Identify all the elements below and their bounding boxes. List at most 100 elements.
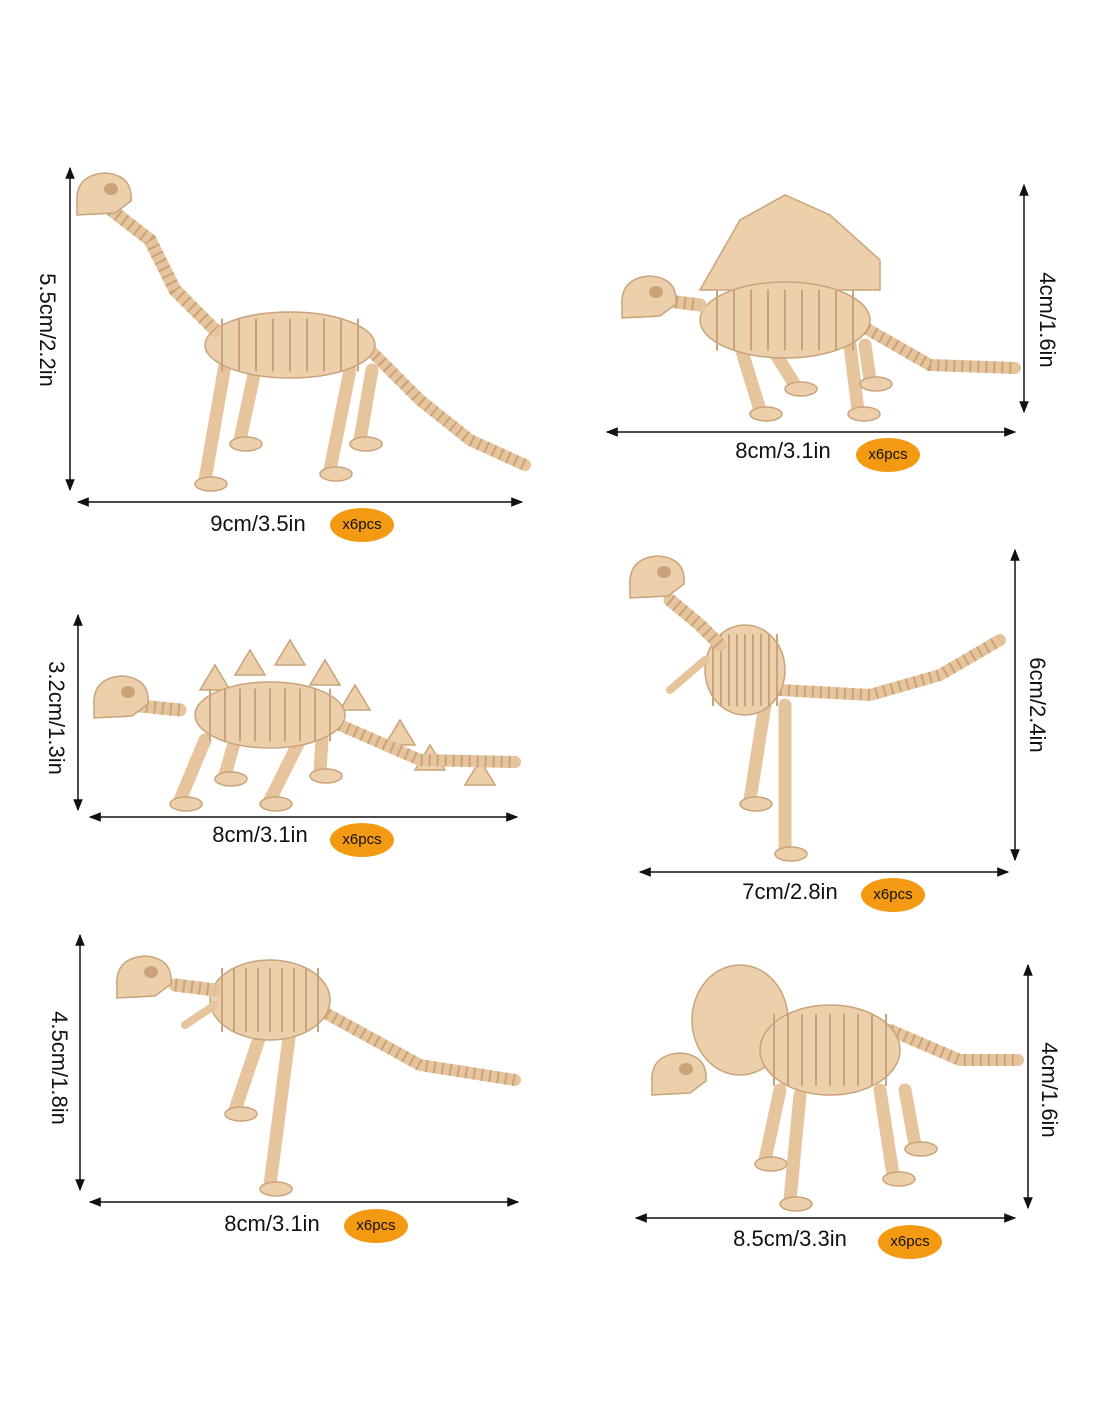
foot (859, 376, 893, 392)
leg (218, 733, 242, 782)
foot (739, 796, 773, 812)
width-label: 8cm/3.1in (212, 822, 307, 847)
foot (214, 771, 248, 787)
leg (263, 1023, 297, 1192)
foot (754, 1156, 788, 1172)
tail (314, 1004, 521, 1086)
foot (779, 1196, 813, 1212)
quantity-badge (344, 1209, 408, 1243)
tail (334, 719, 521, 768)
width-label: 7cm/2.8in (742, 879, 837, 904)
arm (666, 656, 709, 694)
leg (173, 733, 212, 807)
quantity-label: x6pcs (342, 516, 381, 533)
quantity-label: x6pcs (342, 831, 381, 848)
quantity-badge (861, 878, 925, 912)
foot (774, 846, 808, 862)
eye-socket (679, 1063, 693, 1075)
width-label: 9cm/3.5in (210, 511, 305, 536)
eye-socket (649, 286, 663, 298)
height-label: 6cm/2.4in (1025, 657, 1050, 752)
dinosaur-panel: 6cm/2.4in 7cm/2.8in x6pcs (629, 548, 1050, 912)
tail-vertebrae (857, 319, 1016, 374)
tail (774, 634, 1006, 701)
neck-vertebrae (174, 978, 216, 997)
foot (309, 768, 343, 784)
foot (194, 476, 228, 492)
leg (733, 338, 767, 417)
leg (898, 1083, 922, 1152)
quantity-badge (856, 438, 920, 472)
leg (743, 698, 772, 807)
leg (313, 733, 329, 779)
quantity-badge (878, 1225, 942, 1259)
quantity-badge (330, 508, 394, 542)
eye-socket (657, 566, 671, 578)
leg (263, 733, 307, 807)
sail (698, 194, 881, 291)
height-label: 3.2cm/1.3in (44, 661, 69, 775)
neck-vertebrae (659, 293, 701, 312)
quantity-label: x6pcs (868, 446, 907, 463)
height-label: 4cm/1.6in (1037, 1042, 1062, 1137)
plate (463, 758, 497, 786)
width-label: 8cm/3.1in (735, 438, 830, 463)
foot (349, 436, 383, 452)
dinosaur-panel: 4cm/1.6in 8.5cm/3.3in x6pcs (634, 963, 1062, 1259)
dinosaur-skeleton (76, 172, 531, 492)
eye-socket (121, 686, 135, 698)
eye-socket (144, 966, 158, 978)
foot (749, 406, 783, 422)
arm (181, 1001, 219, 1029)
height-label: 5.5cm/2.2in (35, 273, 60, 387)
leg (858, 338, 877, 387)
foot (847, 406, 881, 422)
height-label: 4.5cm/1.8in (47, 1011, 72, 1125)
width-label: 8.5cm/3.3in (733, 1226, 847, 1251)
tail (364, 344, 531, 471)
skull (621, 275, 677, 319)
dinosaur-panel: 4cm/1.6in 8cm/3.1in x6pcs (605, 183, 1060, 472)
skull (629, 555, 685, 599)
height-label: 4cm/1.6in (1035, 272, 1060, 367)
dinosaur-skeleton (621, 194, 1021, 422)
foot (229, 436, 263, 452)
dinosaur-panel: 4.5cm/1.8in 8cm/3.1in x6pcs (47, 933, 521, 1243)
dinosaur-skeleton (651, 964, 1024, 1212)
dinosaur-skeleton (93, 638, 521, 812)
quantity-label: x6pcs (890, 1233, 929, 1250)
foot (319, 466, 353, 482)
dinosaur-panel: 5.5cm/2.2in 9cm/3.5in x6pcs (35, 166, 531, 542)
width-label: 8cm/3.1in (224, 1211, 319, 1236)
leg (323, 363, 357, 477)
leg (228, 1023, 269, 1117)
plate (338, 683, 372, 711)
leg (843, 338, 865, 417)
foot (882, 1171, 916, 1187)
dinosaur-panel: 3.2cm/1.3in 8cm/3.1in x6pcs (44, 613, 521, 857)
neck (98, 198, 222, 337)
quantity-label: x6pcs (356, 1217, 395, 1234)
leg (873, 1083, 900, 1182)
leg (353, 363, 379, 447)
plate (198, 663, 232, 691)
eye-socket (104, 183, 118, 195)
leg (198, 358, 232, 487)
leg (783, 1088, 807, 1207)
foot (904, 1141, 938, 1157)
plate (308, 658, 342, 686)
plate (273, 638, 307, 666)
foot (784, 381, 818, 397)
neck-vertebrae (665, 595, 725, 650)
quantity-badge (330, 823, 394, 857)
foot (259, 1181, 293, 1197)
skull (93, 675, 149, 719)
tail-vertebrae (887, 1024, 1018, 1066)
foot (224, 1106, 258, 1122)
leg (758, 1083, 787, 1167)
skull (651, 1052, 707, 1096)
plate (233, 648, 267, 676)
quantity-label: x6pcs (873, 886, 912, 903)
foot (169, 796, 203, 812)
